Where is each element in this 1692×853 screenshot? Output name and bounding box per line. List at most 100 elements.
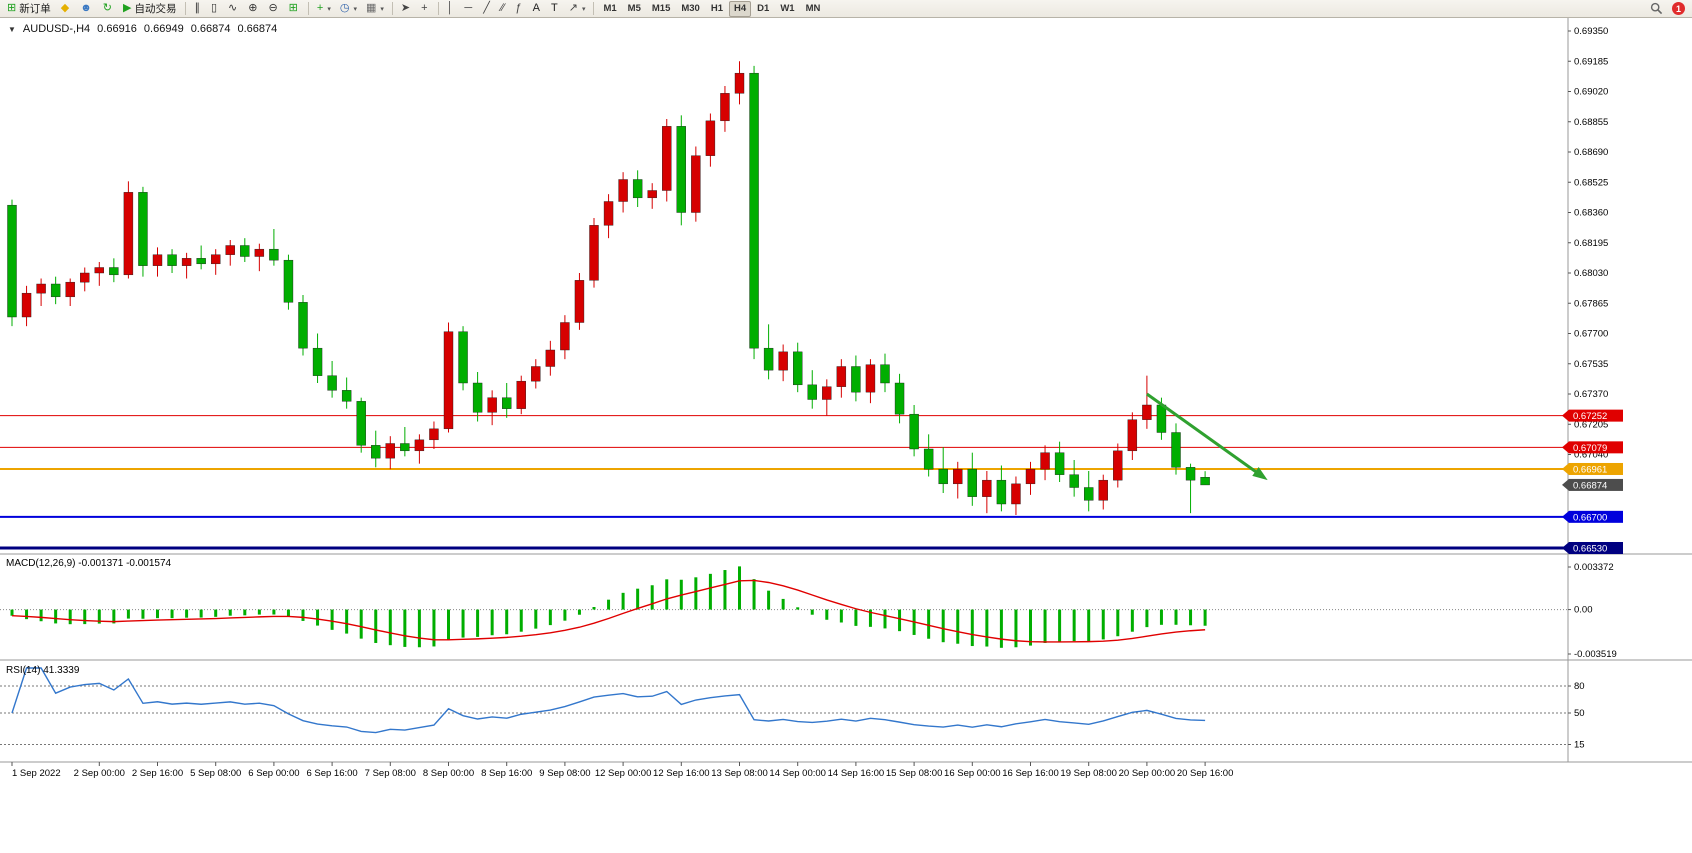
ohlc-low: 0.66874 <box>190 23 231 35</box>
toolbar-separator <box>391 2 393 15</box>
toolbar-separator <box>307 2 309 15</box>
indicators-plus-icon: + <box>316 2 324 14</box>
timeframe-MN[interactable]: MN <box>805 3 821 14</box>
text-label-button[interactable]: T <box>547 1 564 17</box>
timeframe-M15[interactable]: M15 <box>651 3 671 14</box>
dropdown-caret-icon: ▾ <box>581 5 586 13</box>
timeframe-H1[interactable]: H1 <box>710 3 723 14</box>
arrows-button[interactable]: ↗ ▾ <box>565 1 590 17</box>
svg-text:0.68855: 0.68855 <box>1574 117 1608 128</box>
ohlc-close: 0.66874 <box>237 23 278 35</box>
timeframe-M30[interactable]: M30 <box>681 3 700 14</box>
fibonacci-button[interactable]: ƒ <box>512 1 528 17</box>
svg-text:15 Sep 08:00: 15 Sep 08:00 <box>886 768 943 779</box>
candlestick-icon: ▯ <box>210 2 218 14</box>
chart-window[interactable]: ▼ AUDUSD-,H4 0.66916 0.66949 0.66874 0.6… <box>0 18 1692 848</box>
indicators-button[interactable]: + ▾ <box>313 1 335 17</box>
zoom-in-button[interactable]: ⊕ <box>244 1 263 17</box>
rsi-line <box>11 667 1206 734</box>
price-chart-canvas[interactable]: 0.69350 0.69185 0.69020 0.68855 0.68690 0.685… <box>0 18 1692 848</box>
svg-text:0.66700: 0.66700 <box>1573 512 1607 523</box>
toolbar-separator <box>185 2 187 15</box>
templates-button[interactable]: ▦ ▾ <box>362 1 388 17</box>
price-axis-labels[interactable]: 0.69350 0.69185 0.69020 0.68855 0.68690 0.685… <box>1568 26 1608 461</box>
price-tag-0.67252: 0.67252 <box>1562 409 1623 422</box>
line-chart-button[interactable]: ∿ <box>224 1 243 17</box>
arrow-object-icon: ↗ <box>568 2 578 14</box>
timeframe-M1[interactable]: M1 <box>603 3 617 14</box>
svg-text:14 Sep 00:00: 14 Sep 00:00 <box>769 768 826 779</box>
svg-text:0.66961: 0.66961 <box>1573 464 1607 475</box>
candles-layer <box>7 61 1210 515</box>
zoom-out-button[interactable]: ⊖ <box>264 1 283 17</box>
trendline-icon: ╱ <box>483 2 490 14</box>
text-label-icon: T <box>551 2 558 14</box>
refresh-button[interactable]: ↻ <box>99 1 118 17</box>
line-chart-icon: ∿ <box>228 2 238 14</box>
timeframe-W1[interactable]: W1 <box>780 3 795 14</box>
text-button[interactable]: A <box>529 1 546 17</box>
svg-text:2 Sep 00:00: 2 Sep 00:00 <box>74 768 125 779</box>
svg-text:1 Sep 2022: 1 Sep 2022 <box>12 768 61 779</box>
svg-text:0.67079: 0.67079 <box>1573 443 1607 454</box>
price-tag-0.66961: 0.66961 <box>1562 462 1623 475</box>
toolbar-separator <box>593 2 595 15</box>
horizontal-line-button[interactable]: ─ <box>460 1 478 17</box>
trend-arrow-head[interactable] <box>1252 466 1268 481</box>
candlestick-chart-button[interactable]: ▯ <box>207 1 223 17</box>
rsi-axis-label: 15 <box>1574 740 1585 751</box>
macd-axis-label: 0.00 <box>1574 605 1593 616</box>
macd-signal-line <box>11 579 1206 643</box>
channel-icon: ∕∕ <box>500 2 505 14</box>
trend-arrow[interactable] <box>1146 392 1263 478</box>
crosshair-icon: + <box>421 2 428 14</box>
refresh-icon: ↻ <box>102 2 112 14</box>
price-tag-0.67079: 0.67079 <box>1562 441 1623 454</box>
main-toolbar: ⊞ 新订单 ◆ ☻ ↻ ▶ 自动交易 ∥ ▯ ∿ ⊕ ⊖ ⊞ + ▾ ◷ ▾ ▦ ▾ ➤ + │ ─ ╱ ∕∕ ƒ A T ↗ ▾ M1 M5… <box>0 0 1692 18</box>
notification-badge[interactable]: 1 <box>1672 2 1685 15</box>
svg-text:7 Sep 08:00: 7 Sep 08:00 <box>365 768 416 779</box>
svg-text:16 Sep 00:00: 16 Sep 00:00 <box>944 768 1001 779</box>
dropdown-caret-icon: ▾ <box>327 5 331 13</box>
svg-text:0.68195: 0.68195 <box>1574 238 1608 249</box>
timeframe-H4[interactable]: H4 <box>729 0 752 17</box>
channel-button[interactable]: ∕∕ <box>497 1 511 17</box>
text-icon: A <box>532 2 540 14</box>
vertical-line-button[interactable]: │ <box>443 1 460 17</box>
svg-text:0.67252: 0.67252 <box>1573 411 1607 422</box>
bar-chart-button[interactable]: ∥ <box>190 1 206 17</box>
macd-axis-label: 0.003372 <box>1574 562 1614 573</box>
fibonacci-icon: ƒ <box>515 2 522 14</box>
horizontal-line-icon: ─ <box>464 2 473 14</box>
clock-icon: ◷ <box>339 2 350 14</box>
rsi-axis-label: 50 <box>1574 708 1585 719</box>
auto-trading-play-icon: ▶ <box>122 2 132 14</box>
trendline-button[interactable]: ╱ <box>479 1 496 17</box>
svg-text:19 Sep 08:00: 19 Sep 08:00 <box>1060 768 1117 779</box>
periods-button[interactable]: ◷ ▾ <box>336 1 361 17</box>
tile-windows-button[interactable]: ⊞ <box>285 1 304 17</box>
search-icon <box>1650 2 1663 15</box>
community-button[interactable]: ☻ <box>76 1 98 17</box>
cursor-button[interactable]: ➤ <box>397 1 416 17</box>
auto-trading-button[interactable]: ▶ 自动交易 <box>119 1 181 17</box>
svg-text:0.67205: 0.67205 <box>1574 419 1608 430</box>
svg-text:12 Sep 00:00: 12 Sep 00:00 <box>595 768 652 779</box>
svg-text:0.69185: 0.69185 <box>1574 56 1608 67</box>
metaeditor-button[interactable]: ◆ <box>57 1 75 17</box>
tile-windows-icon: ⊞ <box>288 2 298 14</box>
svg-text:0.69350: 0.69350 <box>1574 26 1608 37</box>
new-order-button[interactable]: ⊞ 新订单 <box>3 1 56 17</box>
chart-collapse-icon[interactable]: ▼ <box>8 24 16 34</box>
rsi-axis-label: 80 <box>1574 681 1585 692</box>
crosshair-button[interactable]: + <box>417 1 433 17</box>
svg-text:8 Sep 16:00: 8 Sep 16:00 <box>481 768 532 779</box>
toolbar-search-button[interactable] <box>1646 1 1667 17</box>
svg-text:0.67700: 0.67700 <box>1574 329 1608 340</box>
svg-text:6 Sep 16:00: 6 Sep 16:00 <box>306 768 357 779</box>
svg-text:2 Sep 16:00: 2 Sep 16:00 <box>132 768 183 779</box>
svg-text:0.67865: 0.67865 <box>1574 298 1608 309</box>
time-axis[interactable]: 1 Sep 2022 2 Sep 00:00 2 Sep 16:00 5 Sep 08… <box>11 762 1233 779</box>
timeframe-M5[interactable]: M5 <box>627 3 641 14</box>
timeframe-D1[interactable]: D1 <box>757 3 770 14</box>
